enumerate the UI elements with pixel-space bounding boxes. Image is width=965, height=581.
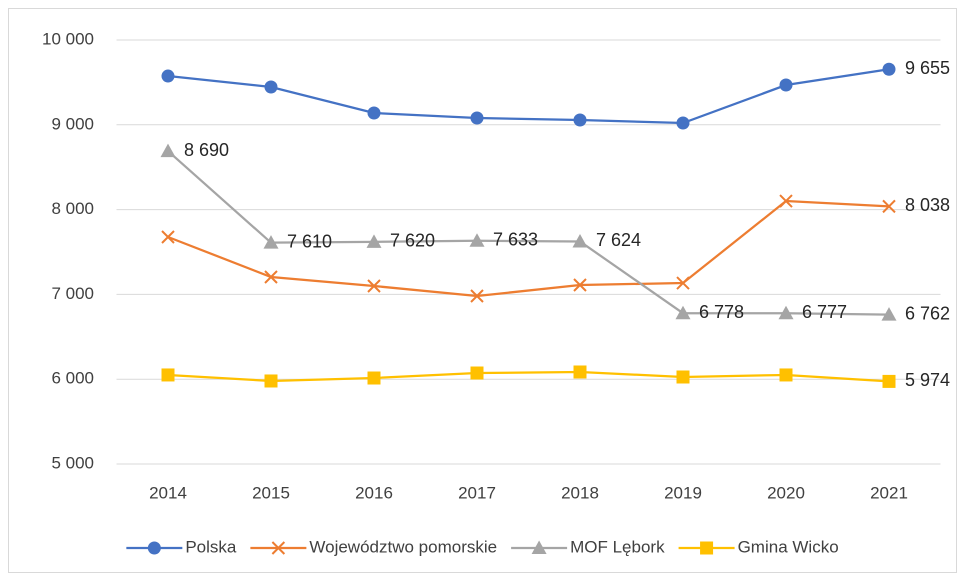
marker [779, 78, 793, 92]
data-label: 6 778 [699, 302, 744, 322]
legend-marker [531, 540, 547, 554]
data-label: 9 655 [905, 58, 950, 78]
series: 8 038 [161, 194, 950, 303]
data-label: 7 624 [596, 230, 641, 250]
data-label: 8 038 [905, 195, 950, 215]
marker [469, 233, 485, 247]
marker [573, 113, 587, 127]
marker [264, 270, 278, 284]
marker [161, 368, 175, 382]
x-tick-label: 2014 [149, 483, 187, 502]
data-label: 8 690 [184, 140, 229, 160]
marker [470, 366, 484, 380]
x-tick-label: 2021 [870, 483, 908, 502]
marker [779, 368, 793, 382]
marker [573, 278, 587, 292]
x-tick-label: 2017 [458, 483, 496, 502]
y-tick-label: 6 000 [51, 369, 94, 388]
data-label: 6 777 [802, 302, 847, 322]
legend-label: MOF Lębork [570, 537, 665, 556]
marker [161, 230, 175, 244]
series: 5 974 [161, 365, 950, 390]
marker [160, 143, 176, 158]
marker [881, 307, 897, 321]
series: 8 690 7 610 7 620 7 633 7 624 6 778 6 777 6 762 [160, 140, 950, 323]
marker [882, 62, 896, 76]
marker [367, 371, 381, 385]
data-label: 7 633 [493, 229, 538, 249]
legend-marker [271, 541, 286, 555]
data-label: 7 610 [287, 231, 332, 251]
legend-marker [147, 541, 161, 555]
series-line [167, 150, 890, 316]
marker [264, 374, 278, 388]
x-tick-label: 2019 [664, 483, 702, 502]
marker [779, 194, 793, 208]
data-label: 5 974 [905, 370, 950, 390]
y-tick-label: 5 000 [51, 453, 94, 472]
series-line [167, 68, 890, 125]
legend-label: Polska [185, 537, 237, 556]
series: 9 655 [161, 58, 950, 130]
marker [366, 234, 382, 248]
marker [161, 69, 175, 83]
data-label: 7 620 [390, 231, 435, 251]
marker [676, 370, 690, 384]
marker [675, 305, 691, 320]
marker [367, 106, 381, 120]
y-tick-label: 10 000 [42, 29, 94, 48]
marker [676, 116, 690, 130]
marker [264, 80, 278, 94]
marker [882, 374, 896, 388]
legend-label: Gmina Wicko [738, 537, 839, 556]
marker [470, 289, 484, 303]
x-tick-label: 2015 [252, 483, 290, 502]
marker [882, 199, 896, 214]
legend: Polska Województwo pomorskie MOF Lębork Gmi… [126, 537, 839, 556]
series-line [167, 370, 890, 383]
marker [367, 279, 381, 293]
x-tick-label: 2020 [767, 483, 805, 502]
y-tick-label: 7 000 [51, 284, 94, 303]
marker [470, 111, 484, 125]
marker [676, 276, 690, 290]
marker [263, 235, 279, 249]
y-tick-label: 9 000 [51, 114, 94, 133]
series-line [167, 199, 890, 298]
x-tick-label: 2018 [561, 483, 599, 502]
legend-marker [700, 541, 714, 555]
marker [572, 233, 588, 248]
y-tick-label: 8 000 [51, 199, 94, 218]
legend-label: Województwo pomorskie [309, 537, 497, 556]
x-tick-label: 2016 [355, 483, 393, 502]
marker [778, 305, 794, 320]
marker [573, 365, 587, 379]
data-label: 6 762 [905, 303, 950, 323]
